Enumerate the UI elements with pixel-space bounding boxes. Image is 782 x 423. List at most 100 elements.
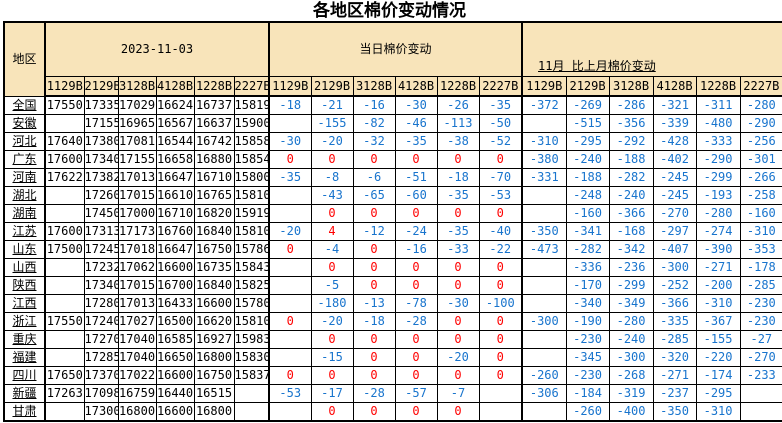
- price-cell[interactable]: 15830: [233, 348, 270, 367]
- monthly-change-cell[interactable]: -310: [695, 402, 741, 422]
- price-cell[interactable]: 16750: [193, 240, 235, 259]
- price-cell[interactable]: 16567: [155, 114, 195, 133]
- monthly-change-cell[interactable]: -333: [695, 132, 741, 151]
- daily-change-cell[interactable]: -6: [352, 168, 396, 187]
- price-cell[interactable]: [44, 330, 85, 349]
- price-cell[interactable]: 16440: [155, 384, 195, 403]
- monthly-change-cell[interactable]: -353: [739, 240, 782, 259]
- price-cell[interactable]: 17232: [83, 258, 119, 277]
- daily-change-cell[interactable]: -28: [352, 384, 396, 403]
- daily-change-cell[interactable]: 0: [352, 330, 396, 349]
- grade-code-header[interactable]: 1228B: [193, 76, 235, 97]
- monthly-change-cell[interactable]: -300: [652, 258, 697, 277]
- monthly-change-cell[interactable]: -285: [739, 276, 782, 295]
- monthly-change-cell[interactable]: [521, 402, 567, 422]
- price-cell[interactable]: 17098: [83, 384, 119, 403]
- daily-change-cell[interactable]: 4: [310, 222, 354, 241]
- region-cell[interactable]: 四川: [3, 366, 46, 385]
- daily-change-cell[interactable]: -21: [310, 95, 354, 115]
- price-cell[interactable]: 17240: [83, 312, 119, 331]
- price-cell[interactable]: 15900: [233, 114, 270, 133]
- price-cell[interactable]: 16735: [193, 258, 235, 277]
- price-cell[interactable]: 17013: [117, 168, 157, 187]
- monthly-change-cell[interactable]: -252: [652, 276, 697, 295]
- price-cell[interactable]: 17600: [44, 150, 85, 169]
- monthly-change-cell[interactable]: -230: [739, 294, 782, 313]
- monthly-change-cell[interactable]: -306: [521, 384, 567, 403]
- region-link[interactable]: 浙江: [12, 314, 37, 328]
- monthly-change-cell[interactable]: -160: [739, 204, 782, 223]
- price-cell[interactable]: 16965: [117, 114, 157, 133]
- monthly-change-cell[interactable]: -290: [695, 150, 741, 169]
- monthly-change-cell[interactable]: -271: [695, 258, 741, 277]
- daily-change-cell[interactable]: -51: [394, 168, 438, 187]
- daily-change-cell[interactable]: -7: [436, 384, 480, 403]
- price-cell[interactable]: 15780: [233, 294, 270, 313]
- monthly-change-cell[interactable]: -188: [565, 168, 610, 187]
- price-cell[interactable]: 17313: [83, 222, 119, 241]
- daily-change-cell[interactable]: 0: [352, 258, 396, 277]
- price-cell[interactable]: 16650: [155, 348, 195, 367]
- daily-change-cell[interactable]: 0: [394, 348, 438, 367]
- monthly-change-cell[interactable]: -170: [565, 276, 610, 295]
- price-cell[interactable]: 16750: [193, 366, 235, 385]
- region-link[interactable]: 湖北: [12, 188, 37, 202]
- grade-code-header[interactable]: 2129B: [565, 76, 610, 97]
- price-cell[interactable]: 17270: [83, 330, 119, 349]
- monthly-change-cell[interactable]: -266: [739, 168, 782, 187]
- price-cell[interactable]: 17380: [83, 132, 119, 151]
- monthly-change-cell[interactable]: -240: [608, 330, 654, 349]
- daily-change-cell[interactable]: -155: [310, 114, 354, 133]
- monthly-change-cell[interactable]: [521, 204, 567, 223]
- daily-change-cell[interactable]: -65: [352, 186, 396, 205]
- price-cell[interactable]: 17040: [117, 330, 157, 349]
- monthly-change-cell[interactable]: -188: [608, 150, 654, 169]
- daily-change-cell[interactable]: -35: [394, 132, 438, 151]
- monthly-change-cell[interactable]: -220: [695, 348, 741, 367]
- daily-change-cell[interactable]: 0: [478, 330, 523, 349]
- monthly-change-cell[interactable]: -178: [739, 258, 782, 277]
- monthly-change-cell[interactable]: -299: [695, 168, 741, 187]
- price-cell[interactable]: 15800: [233, 168, 270, 187]
- price-cell[interactable]: 17622: [44, 168, 85, 187]
- daily-change-cell[interactable]: [268, 258, 312, 277]
- monthly-change-cell[interactable]: -260: [521, 366, 567, 385]
- monthly-change-cell[interactable]: -270: [739, 348, 782, 367]
- daily-change-cell[interactable]: 0: [478, 348, 523, 367]
- monthly-change-cell[interactable]: [521, 294, 567, 313]
- price-cell[interactable]: 17550: [44, 95, 85, 115]
- daily-change-cell[interactable]: 0: [478, 204, 523, 223]
- price-cell[interactable]: 16600: [155, 402, 195, 422]
- daily-change-cell[interactable]: -60: [394, 186, 438, 205]
- daily-change-cell[interactable]: -30: [394, 95, 438, 115]
- grade-code-header[interactable]: 1228B: [436, 76, 480, 97]
- grade-code-header[interactable]: 1129B: [268, 76, 312, 97]
- monthly-change-cell[interactable]: -335: [652, 312, 697, 331]
- daily-change-cell[interactable]: -50: [478, 114, 523, 133]
- price-cell[interactable]: 16765: [193, 186, 235, 205]
- monthly-change-cell[interactable]: -233: [739, 366, 782, 385]
- price-cell[interactable]: 16759: [117, 384, 157, 403]
- monthly-change-cell[interactable]: -282: [565, 240, 610, 259]
- monthly-change-cell[interactable]: -236: [608, 258, 654, 277]
- price-cell[interactable]: 16840: [193, 276, 235, 295]
- monthly-change-cell[interactable]: [739, 384, 782, 403]
- daily-change-cell[interactable]: 0: [394, 402, 438, 422]
- daily-change-cell[interactable]: 0: [394, 276, 438, 295]
- daily-change-cell[interactable]: -12: [352, 222, 396, 241]
- price-cell[interactable]: 17382: [83, 168, 119, 187]
- price-cell[interactable]: 15825: [233, 276, 270, 295]
- price-cell[interactable]: 16585: [155, 330, 195, 349]
- price-cell[interactable]: 16710: [155, 204, 195, 223]
- region-cell[interactable]: 河北: [3, 132, 46, 151]
- daily-change-cell[interactable]: 0: [436, 204, 480, 223]
- monthly-change-cell[interactable]: -319: [608, 384, 654, 403]
- daily-change-cell[interactable]: [268, 186, 312, 205]
- region-link[interactable]: 新疆: [12, 386, 37, 400]
- daily-change-cell[interactable]: -35: [478, 95, 523, 115]
- daily-change-cell[interactable]: -53: [478, 186, 523, 205]
- monthly-change-cell[interactable]: [521, 348, 567, 367]
- daily-change-cell[interactable]: [268, 294, 312, 313]
- daily-change-cell[interactable]: 0: [394, 366, 438, 385]
- monthly-change-cell[interactable]: [521, 114, 567, 133]
